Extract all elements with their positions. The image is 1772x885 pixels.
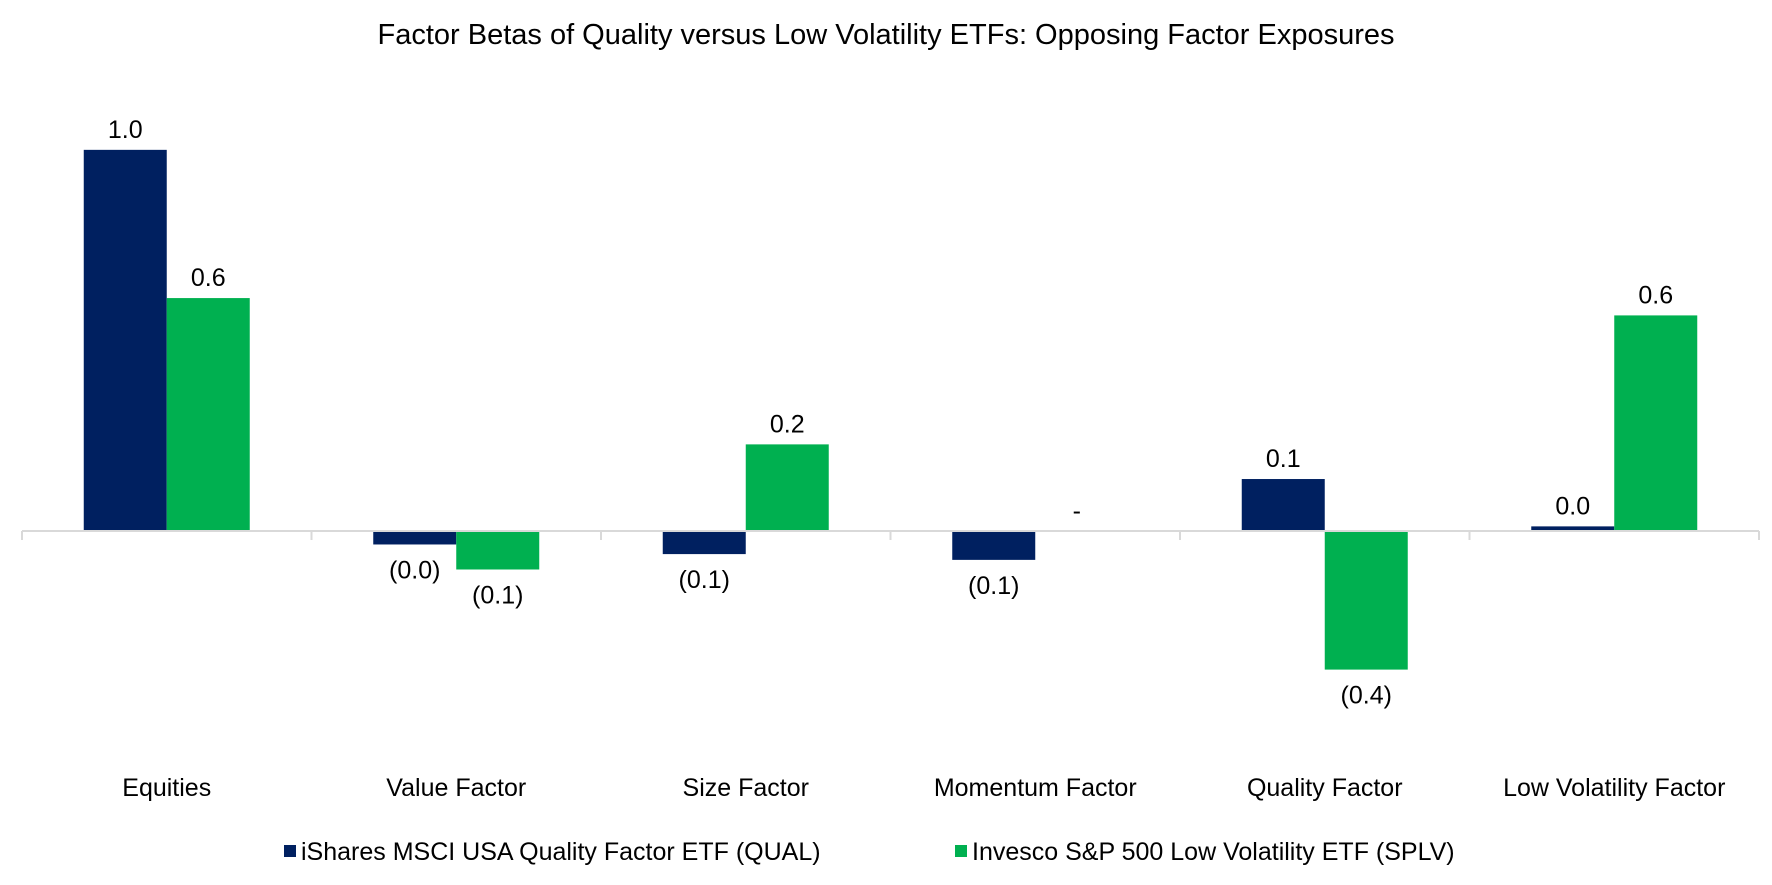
bar-2-2	[456, 531, 540, 570]
x-tick-label-5: Quality Factor	[1247, 774, 1403, 802]
x-tick-label-3: Size Factor	[683, 774, 809, 802]
data-label-2-1: 0.6	[191, 264, 226, 292]
x-tick-label-1: Equities	[122, 774, 211, 802]
bar-1-6	[1531, 526, 1615, 531]
legend-swatch-2	[955, 845, 967, 857]
bar-1-2	[373, 531, 457, 545]
bar-2-1	[166, 298, 250, 531]
bar-1-3	[662, 531, 746, 555]
x-tick-label-6: Low Volatility Factor	[1503, 774, 1725, 802]
bar-2-3	[745, 444, 829, 531]
chart-title: Factor Betas of Quality versus Low Volat…	[377, 19, 1394, 51]
bar-1-4	[952, 531, 1036, 560]
legend-swatch-1	[284, 845, 296, 857]
legend-label-2: Invesco S&P 500 Low Volatility ETF (SPLV…	[972, 838, 1455, 866]
bar-1-1	[83, 149, 167, 531]
bar-2-5	[1324, 531, 1408, 670]
data-label-2-6: 0.6	[1638, 281, 1673, 309]
data-label-1-6: 0.0	[1555, 492, 1590, 520]
data-label-1-1: 1.0	[108, 116, 143, 144]
data-label-1-3: (0.1)	[679, 566, 730, 594]
data-label-2-5: (0.4)	[1341, 682, 1392, 710]
legend-label-1: iShares MSCI USA Quality Factor ETF (QUA…	[301, 838, 821, 866]
data-label-1-2: (0.0)	[389, 556, 440, 584]
data-label-1-4: (0.1)	[968, 572, 1019, 600]
data-label-2-2: (0.1)	[472, 582, 523, 610]
data-label-1-5: 0.1	[1266, 445, 1301, 473]
bar-1-5	[1241, 479, 1325, 531]
plot-area: 1.0 (0.0) (0.1) (0.1) 0.1 0.0 0.6 (0.1) 0.2 - (0.4…	[21, 116, 1760, 802]
legend: iShares MSCI USA Quality Factor ETF (QUA…	[284, 838, 1455, 866]
data-label-2-4: -	[1073, 497, 1081, 525]
x-tick-label-4: Momentum Factor	[934, 774, 1137, 802]
bar-2-6	[1614, 315, 1698, 531]
data-label-2-3: 0.2	[770, 410, 805, 438]
x-tick-label-2: Value Factor	[386, 774, 526, 802]
